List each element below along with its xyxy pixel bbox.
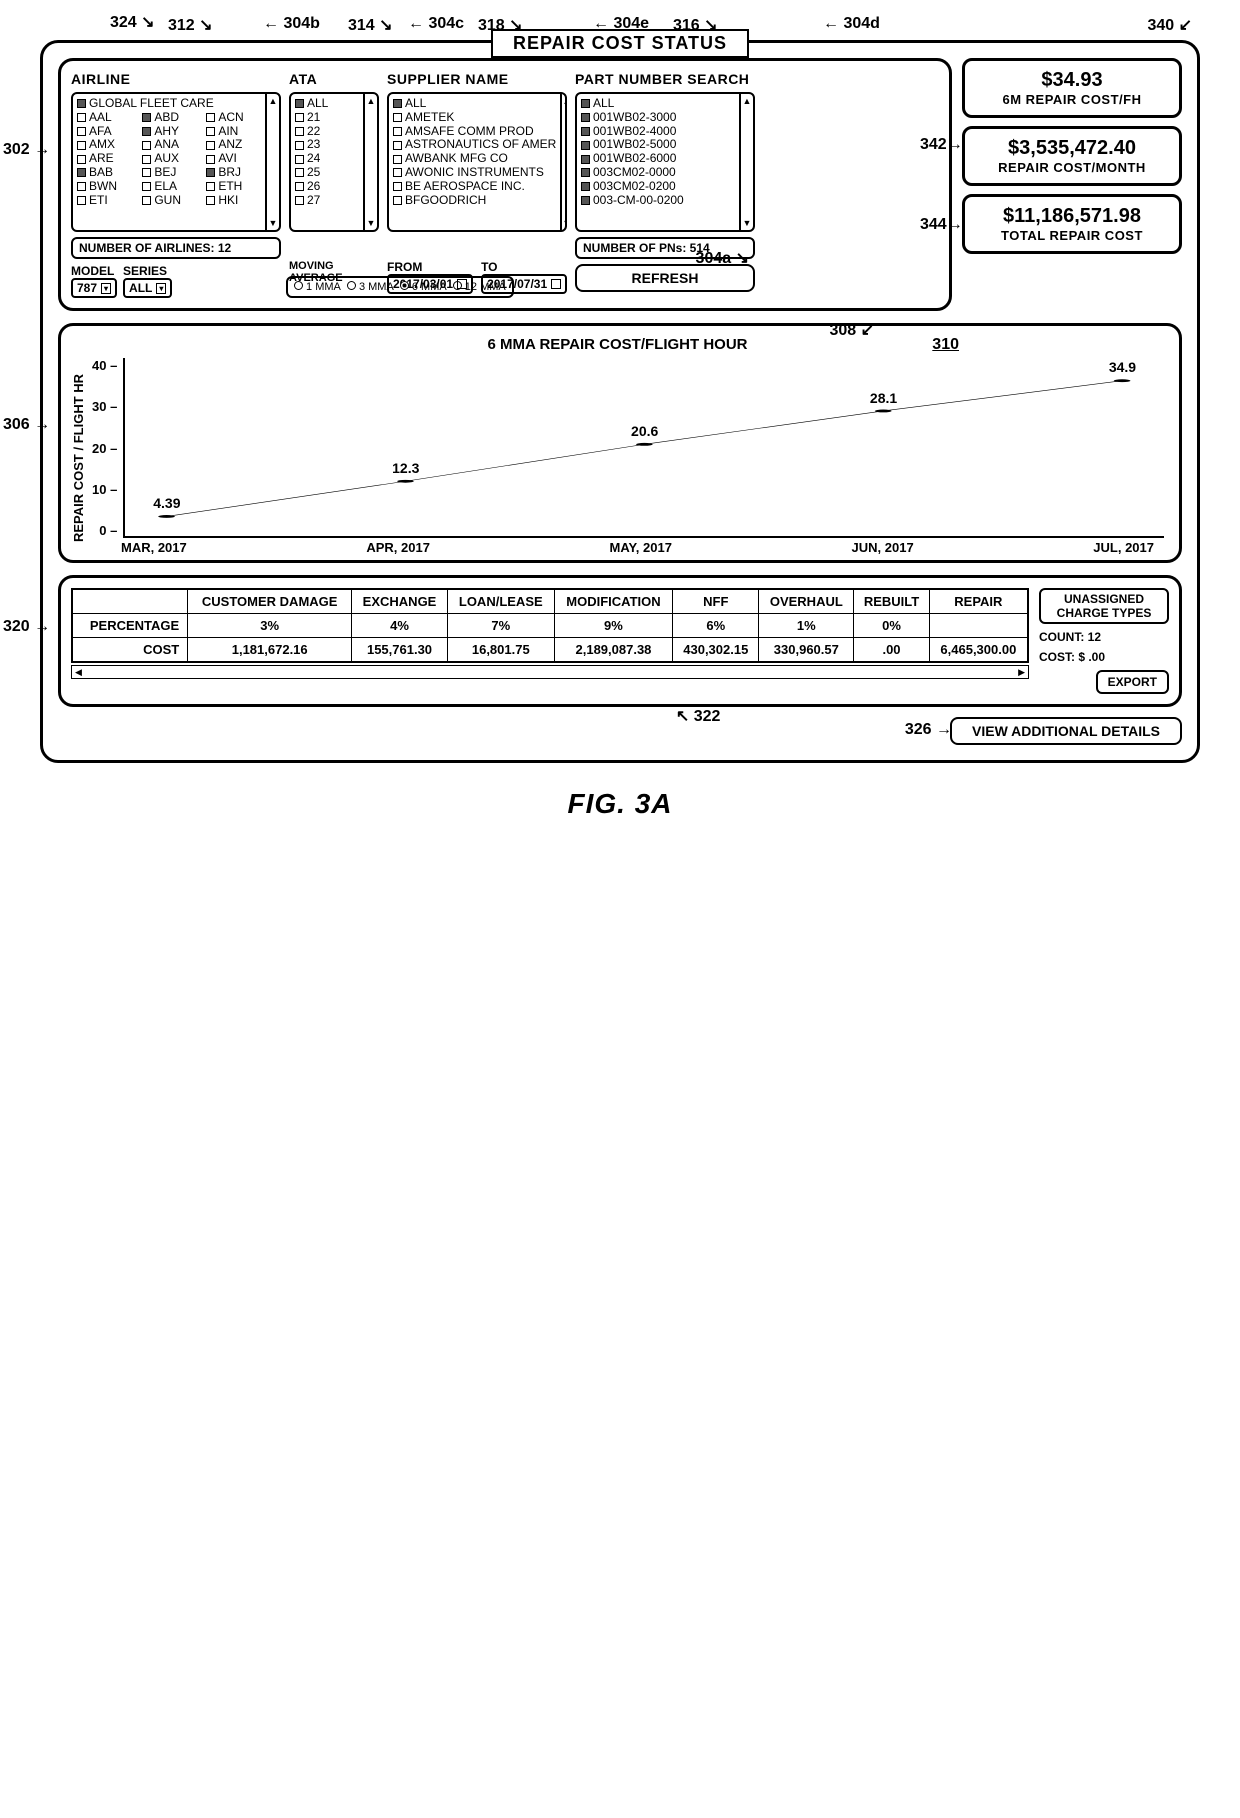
filter-panel: 302 → AIRLINE GLOBAL FLEET CARE AALABDAC… (58, 58, 952, 311)
unassigned-cost: COST: $ .00 (1039, 650, 1169, 664)
unassigned-count: COUNT: 12 (1039, 630, 1169, 644)
scrollbar[interactable]: ▲▼ (739, 94, 753, 230)
chart-panel: 306 → 308 ↙ 310 6 MMA REPAIR COST/FLIGHT… (58, 323, 1182, 563)
callout-304d: ← 304d (823, 15, 880, 33)
part-listbox[interactable]: ALL001WB02-3000001WB02-4000001WB02-50000… (575, 92, 755, 232)
supplier-listbox[interactable]: ALLAMETEKAMSAFE COMM PRODASTRONAUTICS OF… (387, 92, 567, 232)
callout-318: 318 ↘ (478, 15, 523, 35)
airline-listbox[interactable]: GLOBAL FLEET CARE AALABDACNAFAAHYAINAMXA… (71, 92, 281, 232)
scrollbar[interactable]: ▲▼ (265, 94, 279, 230)
airline-count: NUMBER OF AIRLINES: 12 (71, 237, 281, 259)
callout-326: 326 → (905, 721, 952, 739)
callout-316: 316 ↘ (673, 15, 718, 35)
callout-304b: ← 304b (263, 15, 320, 33)
callout-344: 344→ (920, 216, 963, 234)
x-axis-ticks: MAR, 2017APR, 2017MAY, 2017JUN, 2017JUL,… (71, 540, 1164, 555)
callout-302: 302 → (3, 141, 50, 159)
figure-label: FIG. 3A (40, 788, 1200, 820)
callout-340: 340 ↙ (1147, 15, 1192, 35)
model-select[interactable]: 787▾ (71, 278, 117, 298)
y-axis-ticks: 40 –30 –20 –10 –0 – (86, 358, 123, 558)
cost-table: CUSTOMER DAMAGEEXCHANGELOAN/LEASEMODIFIC… (71, 588, 1029, 663)
y-axis-label: REPAIR COST / FLIGHT HR (71, 358, 86, 558)
cost-table-panel: 320 → CUSTOMER DAMAGEEXCHANGELOAN/LEASEM… (58, 575, 1182, 707)
metric-fh: $34.93 6M REPAIR COST/FH (962, 58, 1182, 118)
callout-304a: 304a ↘ (696, 248, 749, 268)
callout-312: 312 ↘ (168, 15, 213, 35)
callout-342: 342→ (920, 136, 963, 154)
callout-320: 320 → (3, 618, 50, 636)
airline-label: AIRLINE (71, 71, 281, 87)
refresh-button[interactable]: REFRESH (575, 264, 755, 292)
metric-month: $3,535,472.40 REPAIR COST/MONTH (962, 126, 1182, 186)
scrollbar[interactable]: ▲▼ (560, 94, 567, 230)
callout-310: 310 (932, 336, 959, 354)
scrollbar[interactable]: ▲▼ (363, 94, 377, 230)
callout-314: 314 ↘ (348, 15, 393, 35)
series-select[interactable]: ALL▾ (123, 278, 172, 298)
chart-title: 6 MMA REPAIR COST/FLIGHT HOUR (71, 336, 1164, 353)
moving-avg-radio[interactable]: 1 MMA 3 MMA 6 MMA 12 MMA (286, 276, 514, 298)
ata-label: ATA (289, 71, 379, 87)
view-details-button[interactable]: VIEW ADDITIONAL DETAILS (950, 717, 1182, 745)
metric-total: $11,186,571.98 TOTAL REPAIR COST (962, 194, 1182, 254)
callout-308: 308 ↙ (829, 320, 874, 340)
unassigned-button[interactable]: UNASSIGNED CHARGE TYPES (1039, 588, 1169, 624)
callout-304e: ← 304e (593, 15, 649, 33)
table-h-scroll[interactable]: ◀▶ (71, 665, 1029, 679)
plot-area: 4.3912.320.628.134.9 (123, 358, 1164, 538)
export-button[interactable]: EXPORT (1096, 670, 1169, 694)
callout-304c: ← 304c (408, 15, 464, 33)
metrics-column: $34.93 6M REPAIR COST/FH 342→ $3,535,472… (962, 58, 1182, 254)
part-label: PART NUMBER SEARCH (575, 71, 755, 87)
callout-306: 306 → (3, 416, 50, 434)
callout-324: 324 ↘ (110, 12, 155, 32)
ata-listbox[interactable]: ALL21222324252627 ▲▼ (289, 92, 379, 232)
supplier-label: SUPPLIER NAME (387, 71, 567, 87)
main-panel: REPAIR COST STATUS 312 ↘ ← 304b 314 ↘ ← … (40, 40, 1200, 763)
